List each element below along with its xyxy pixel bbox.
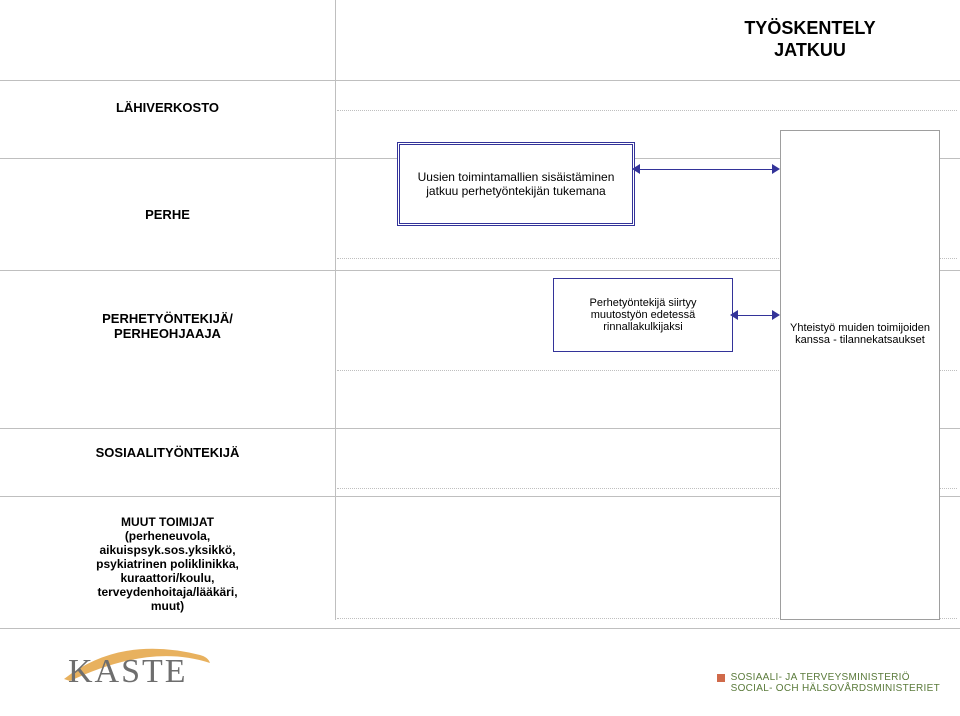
arrowhead-right-1 [772,164,780,174]
diagram-stage: { "title": { "text": "TYÖSKENTELY\nJATKU… [0,0,960,716]
arrowhead-right-2 [772,310,780,320]
arrow-box2-box3 [734,315,776,316]
lane-label-perhe: PERHE [12,207,323,222]
box2-text: Perhetyöntekijä siirtyy muutostyön edete… [554,293,732,337]
lane-label-sosiaali: SOSIAALITYÖNTEKIJÄ [12,445,323,460]
arrow-box1-box3 [636,169,776,170]
arrowhead-left-2 [730,310,738,320]
box1-text: Uusien toimintamallien sisäistäminen jat… [400,166,632,202]
page-title: TYÖSKENTELY JATKUU [710,18,910,61]
box-yhteistyo-tall [780,130,940,620]
lane-label-muut: MUUT TOIMIJAT (perheneuvola, aikuispsyk.… [12,515,323,613]
box-perhetyontekija-siirtyy: Perhetyöntekijä siirtyy muutostyön edete… [553,278,733,352]
ministry-line1: SOSIAALI- JA TERVEYSMINISTERIÖ [731,672,940,683]
kaste-logo: KASTE [60,633,230,688]
arrowhead-left-1 [632,164,640,174]
box3-caption: Yhteistyö muiden toimijoiden kanssa - ti… [782,322,938,346]
ministry-logo: SOSIAALI- JA TERVEYSMINISTERIÖ SOCIAL- O… [717,672,940,694]
lane-label-lahiverkosto: LÄHIVERKOSTO [12,100,323,115]
box-uusien-toimintamallien: Uusien toimintamallien sisäistäminen jat… [397,142,635,226]
ministry-bullet-icon [717,674,725,682]
dotted-guide [337,110,957,111]
ministry-line2: SOCIAL- OCH HÄLSOVÅRDSMINISTERIET [731,683,940,694]
lane-label-perhetyontekija: PERHETYÖNTEKIJÄ/ PERHEOHJAAJA [12,311,323,341]
lane-bottom-border [0,628,960,629]
kaste-word: KASTE [68,653,188,691]
